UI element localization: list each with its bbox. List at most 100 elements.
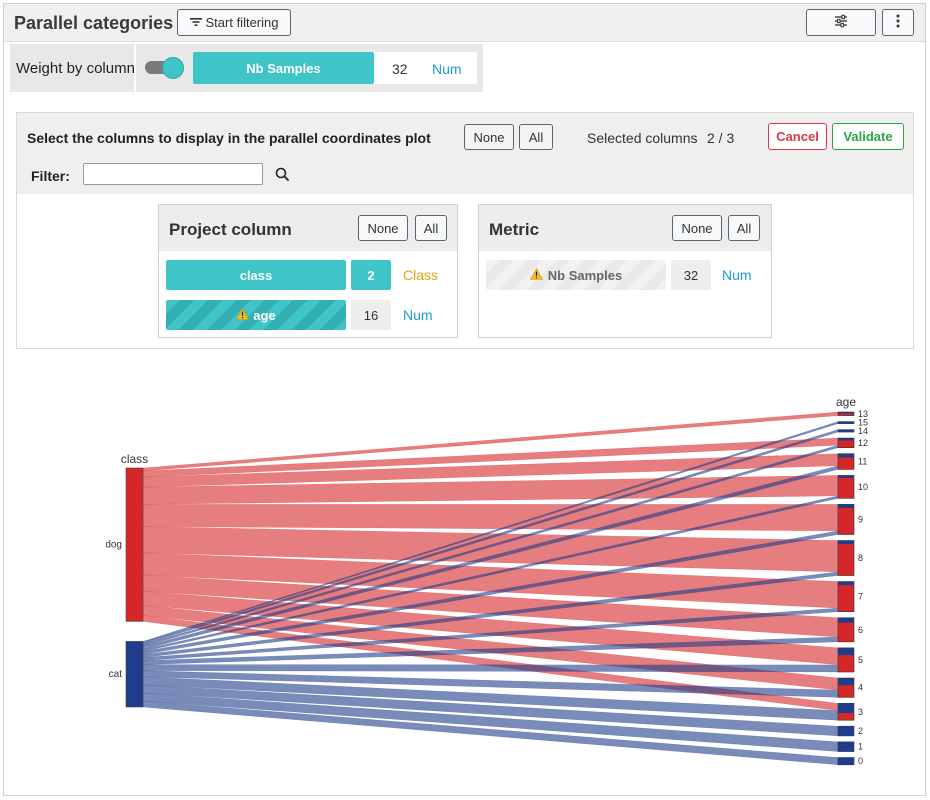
- metric-all-button[interactable]: All: [728, 215, 760, 241]
- project-none-button[interactable]: None: [358, 215, 408, 241]
- age-category-label: 13: [858, 409, 868, 419]
- project-all-button[interactable]: All: [415, 215, 447, 241]
- project-column-panel: Project column None All class 2 Class ag…: [158, 204, 458, 338]
- age-bar-cat-portion: [838, 581, 854, 586]
- age-bar-cat-portion: [838, 617, 854, 623]
- weight-column-count: 32: [392, 61, 408, 77]
- column-chip-age[interactable]: age: [166, 300, 346, 330]
- age-bar-cat-portion: [838, 429, 854, 433]
- age-category-label: 12: [858, 438, 868, 448]
- age-bar-cat-portion: [838, 726, 854, 736]
- metric-none-button[interactable]: None: [672, 215, 722, 241]
- settings-button[interactable]: [806, 9, 876, 36]
- column-count-class: 2: [351, 260, 391, 290]
- start-filtering-label: Start filtering: [205, 15, 279, 30]
- column-selection-panel: Select the columns to display in the par…: [16, 112, 914, 349]
- metric-chip-nb-samples[interactable]: Nb Samples: [486, 260, 666, 290]
- age-axis-title: age: [836, 395, 856, 409]
- select-all-button[interactable]: All: [519, 124, 553, 150]
- column-count-age: 16: [351, 300, 391, 330]
- age-category-label: 14: [858, 426, 868, 436]
- page-title: Parallel categories: [14, 13, 174, 33]
- ribbon-cat-to-5[interactable]: [142, 664, 839, 673]
- age-category-label: 10: [858, 482, 868, 492]
- age-bar-7[interactable]: [837, 581, 855, 613]
- selected-columns-label: Selected columns: [587, 130, 698, 146]
- more-menu-button[interactable]: [882, 9, 914, 36]
- divider: [134, 44, 136, 92]
- age-category-label: 1: [858, 742, 863, 752]
- warning-icon: [529, 267, 543, 283]
- column-chip-class[interactable]: class: [166, 260, 346, 290]
- age-category-label: 2: [858, 726, 863, 736]
- age-category-label: 0: [858, 756, 863, 766]
- weight-by-column-label: Weight by column: [16, 60, 135, 77]
- column-type-age: Num: [403, 307, 433, 323]
- age-category-label: 5: [858, 655, 863, 665]
- class-category-label: dog: [105, 540, 122, 551]
- weight-column-type: Num: [432, 61, 462, 77]
- age-bar-cat-portion: [838, 412, 854, 414]
- age-category-label: 8: [858, 553, 863, 563]
- project-column-header: Project column None All: [159, 205, 457, 251]
- select-none-button[interactable]: None: [464, 124, 514, 150]
- filter-label: Filter:: [31, 168, 70, 184]
- age-category-label: 7: [858, 592, 863, 602]
- class-axis-title: class: [121, 452, 148, 466]
- weight-toggle-knob[interactable]: [162, 57, 184, 79]
- age-bar-cat-portion: [838, 647, 854, 656]
- column-selection-header: Select the columns to display in the par…: [17, 113, 913, 194]
- class-bar-cat[interactable]: [125, 641, 144, 708]
- warning-icon: [236, 307, 250, 323]
- header-bar: Parallel categories Start filtering: [4, 4, 925, 42]
- age-bar-10[interactable]: [837, 475, 855, 499]
- age-bar-cat-portion: [838, 504, 854, 508]
- weight-column-chip[interactable]: Nb Samples 32 Num: [193, 52, 477, 84]
- column-name-age: age: [253, 307, 276, 323]
- ribbons: [142, 411, 839, 766]
- age-bar-9[interactable]: [837, 504, 855, 535]
- weight-column-name: Nb Samples: [193, 52, 374, 84]
- weight-bar: Weight by column Nb Samples 32 Num: [10, 44, 483, 92]
- cancel-button[interactable]: Cancel: [768, 123, 827, 150]
- column-type-class: Class: [403, 267, 439, 283]
- age-bar-cat-portion: [838, 421, 854, 424]
- parallel-categories-chart: dog cat class 13 15 14 12 11 10 9 8 7 6 5 4 3 2 1 0 age: [4, 354, 927, 794]
- age-category-label: 11: [858, 457, 867, 467]
- metric-title: Metric: [489, 220, 540, 239]
- age-bar-cat-portion: [838, 741, 854, 752]
- metric-count-nb-samples: 32: [671, 260, 711, 290]
- metric-type-nb-samples: Num: [722, 267, 752, 283]
- class-bar-dog[interactable]: [125, 467, 144, 622]
- kebab-icon: [896, 14, 900, 31]
- start-filtering-button[interactable]: Start filtering: [177, 9, 291, 36]
- class-axis: dog cat class: [105, 452, 148, 708]
- filter-input[interactable]: [83, 163, 263, 185]
- column-selection-title: Select the columns to display in the par…: [27, 130, 431, 146]
- age-category-label: 9: [858, 514, 863, 524]
- age-bar-cat-portion: [838, 703, 854, 713]
- age-bar-cat-portion: [838, 453, 854, 458]
- filter-icon: [189, 15, 202, 30]
- metric-name-nb-samples: Nb Samples: [547, 267, 623, 283]
- validate-button[interactable]: Validate: [832, 123, 904, 150]
- age-bar-cat-portion: [838, 757, 854, 765]
- project-column-title: Project column: [169, 220, 292, 239]
- age-category-label: 6: [858, 625, 863, 635]
- age-bar-8[interactable]: [837, 540, 855, 576]
- parallel-categories-widget: Parallel categories Start filtering: [3, 3, 926, 796]
- ribbon-dog-to-9[interactable]: [142, 504, 839, 532]
- age-bar-cat-portion: [838, 438, 854, 441]
- age-bar-cat-portion: [838, 540, 854, 545]
- metric-panel: Metric None All Nb Samples 32 Num: [478, 204, 772, 338]
- search-icon[interactable]: [275, 167, 290, 187]
- sliders-icon: [834, 14, 848, 31]
- age-bar-cat-portion: [838, 678, 854, 686]
- age-category-label: 3: [858, 707, 863, 717]
- metric-header: Metric None All: [479, 205, 771, 251]
- age-category-label: 4: [858, 683, 863, 693]
- selected-columns-value: 2 / 3: [707, 130, 735, 146]
- class-category-label: cat: [109, 669, 123, 680]
